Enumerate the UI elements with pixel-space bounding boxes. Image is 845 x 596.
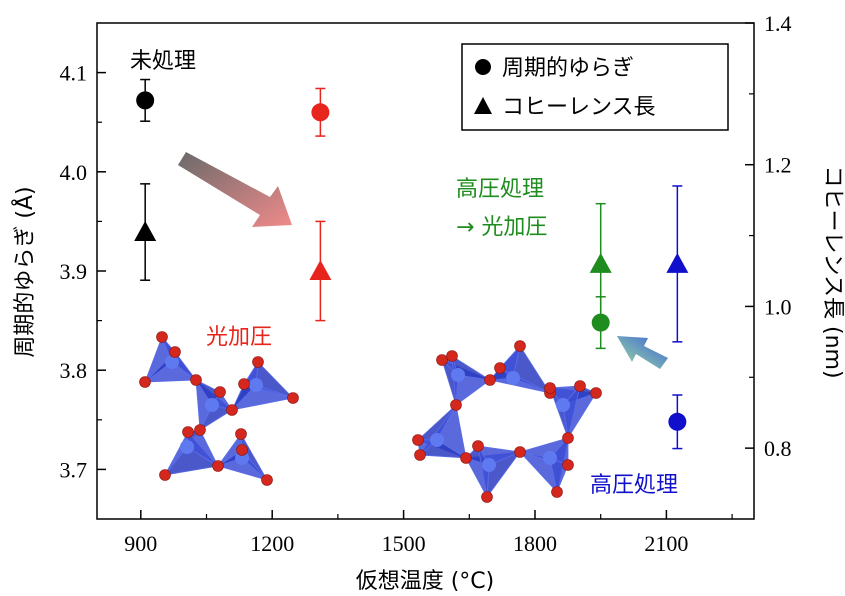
crystal-right-o-atom bbox=[574, 380, 586, 392]
crystal-right-si-atom bbox=[543, 451, 557, 465]
annotation-hp-photo-line2: → 光加圧 bbox=[456, 215, 547, 240]
axis-ticks bbox=[97, 22, 754, 519]
crystal-right-si-atom bbox=[430, 433, 444, 447]
data-point-circle bbox=[311, 103, 330, 122]
y-right-tick-label: 1.0 bbox=[764, 294, 792, 319]
legend-marker-circle bbox=[475, 59, 491, 75]
crystal-left-o-atom bbox=[235, 428, 247, 440]
crystal-right-o-atom bbox=[414, 449, 426, 461]
crystal-left-o-atom bbox=[287, 392, 299, 404]
crystal-right-o-atom bbox=[562, 432, 574, 444]
crystal-left-o-atom bbox=[139, 376, 151, 388]
annotation-hp-photo-line1: 高圧処理 bbox=[456, 177, 544, 202]
trend-arrow-red bbox=[178, 152, 292, 227]
y-axis-left-label: 周期的ゆらぎ (Å) bbox=[11, 186, 38, 357]
crystal-left-si-atom bbox=[249, 378, 263, 392]
y-left-tick-label: 3.7 bbox=[60, 457, 88, 482]
crystal-right-o-atom bbox=[481, 491, 493, 503]
x-tick-label: 1200 bbox=[250, 531, 294, 556]
crystal-left-o-atom bbox=[261, 474, 273, 486]
crystal-right-o-atom bbox=[514, 446, 526, 458]
y-left-tick-label: 3.8 bbox=[60, 358, 88, 383]
x-tick-label: 1500 bbox=[382, 531, 426, 556]
crystal-left-o-atom bbox=[182, 426, 194, 438]
crystal-left-o-atom bbox=[194, 424, 206, 436]
crystal-right-si-atom bbox=[506, 371, 520, 385]
y-left-tick-label: 4.0 bbox=[60, 160, 88, 185]
legend-marker-triangle bbox=[474, 97, 492, 114]
crystal-left-o-atom bbox=[190, 374, 202, 386]
crystal-left-o-atom bbox=[236, 444, 248, 456]
crystal-left-o-atom bbox=[156, 331, 168, 343]
crystal-right-si-atom bbox=[482, 458, 496, 472]
x-tick-label: 1800 bbox=[513, 531, 557, 556]
data-point-circle bbox=[136, 91, 155, 110]
y-right-tick-label: 0.8 bbox=[764, 436, 792, 461]
crystal-left-tetra-face bbox=[186, 431, 219, 467]
crystal-left-o-atom bbox=[159, 469, 171, 481]
crystal-right-o-atom bbox=[450, 399, 462, 411]
crystal-right-o-atom bbox=[472, 440, 484, 452]
crystal-left-si-atom bbox=[205, 398, 219, 412]
crystal-right-o-atom bbox=[514, 340, 526, 352]
crystal-right-tetra-face bbox=[562, 385, 581, 439]
legend: 周期的ゆらぎ コヒーレンス長 bbox=[461, 43, 729, 131]
crystal-right-o-atom bbox=[590, 387, 602, 399]
crystal-right-tetra-face bbox=[477, 445, 490, 498]
crystal-right-o-atom bbox=[544, 382, 556, 394]
legend-label-coherence: コヒーレンス長 bbox=[502, 95, 656, 120]
crystal-structure-right bbox=[412, 340, 602, 503]
annotation-untreated: 未処理 bbox=[130, 49, 196, 74]
y-right-tick-label: 1.2 bbox=[764, 153, 792, 178]
x-axis-label: 仮想温度 (°C) bbox=[356, 569, 495, 594]
data-point-triangle bbox=[309, 260, 332, 280]
crystal-left-o-atom bbox=[169, 346, 181, 358]
crystal-right-o-atom bbox=[446, 350, 458, 362]
annotation-photo: 光加圧 bbox=[206, 325, 272, 350]
y-left-tick-label: 3.9 bbox=[60, 259, 88, 284]
crystal-right-si-atom bbox=[556, 398, 570, 412]
y-right-tick-label: 1.4 bbox=[764, 11, 792, 36]
y-axis-right-label: コヒーレンス長 (nm) bbox=[820, 165, 845, 378]
crystal-right-o-atom bbox=[436, 354, 448, 366]
data-point-circle bbox=[668, 412, 687, 431]
crystal-left-o-atom bbox=[212, 460, 224, 472]
crystal-right-si-atom bbox=[451, 368, 465, 382]
y-left-tick-label: 4.1 bbox=[60, 61, 88, 86]
crystal-left-o-atom bbox=[238, 378, 250, 390]
legend-box bbox=[461, 43, 729, 131]
data-point-triangle bbox=[666, 252, 689, 273]
crystal-right-o-atom bbox=[484, 374, 496, 386]
crystal-right-o-atom bbox=[562, 459, 574, 471]
x-tick-label: 2100 bbox=[644, 531, 688, 556]
annotation-hp: 高圧処理 bbox=[590, 473, 678, 498]
x-tick-label: 900 bbox=[124, 531, 157, 556]
crystal-right-o-atom bbox=[412, 434, 424, 446]
crystal-right-o-atom bbox=[494, 362, 506, 374]
data-point-triangle bbox=[134, 221, 157, 242]
legend-label-fluctuation: 周期的ゆらぎ bbox=[502, 56, 634, 81]
crystal-left-o-atom bbox=[252, 356, 264, 368]
crystal-left-o-atom bbox=[226, 404, 238, 416]
crystal-left-si-atom bbox=[180, 440, 194, 454]
crystal-left-si-atom bbox=[165, 355, 179, 369]
crystal-right-o-atom bbox=[460, 452, 472, 464]
crystal-right-o-atom bbox=[551, 486, 563, 498]
data-marks bbox=[134, 78, 689, 450]
axis-tick-labels: 900 1200 1500 1800 2100 3.7 3.8 3.9 4.0 4.1 0.8 1.0… bbox=[60, 11, 792, 556]
crystal-left-o-atom bbox=[214, 386, 226, 398]
data-point-triangle bbox=[589, 252, 612, 273]
crystal-structure-left bbox=[139, 331, 299, 486]
trend-arrow-green-blue bbox=[617, 336, 668, 369]
